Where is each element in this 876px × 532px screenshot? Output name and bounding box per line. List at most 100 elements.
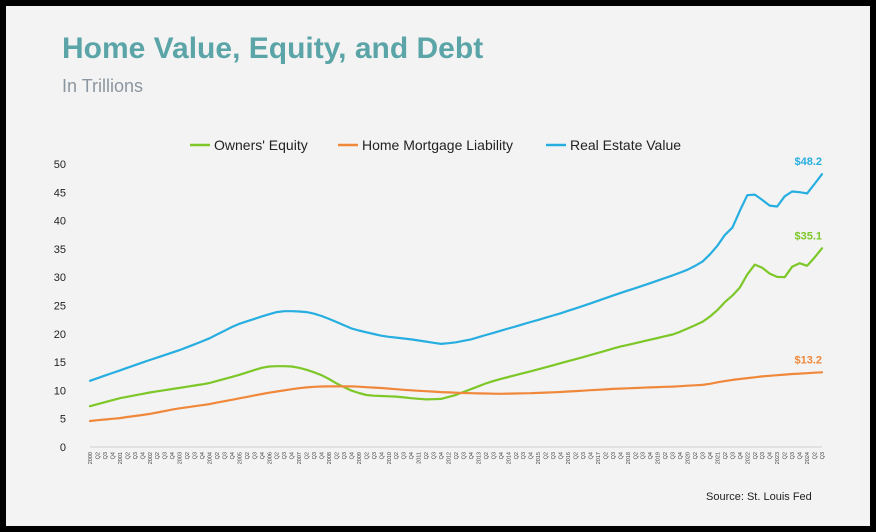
x-tick-label: Q4 [469,452,475,459]
end-value-label-real-estate-value: $48.2 [794,156,822,168]
x-tick-label: Q4 [499,452,505,459]
x-tick-label: Q4 [708,452,714,459]
x-tick-label: 2010 [387,452,393,464]
x-tick-label: Q2 [544,452,550,459]
x-tick-label: Q4 [379,452,385,459]
x-tick-label: Q2 [454,452,460,459]
x-tick-label: Q4 [559,452,565,459]
x-tick-label: Q2 [693,452,699,459]
x-tick-label: 2024 [805,452,811,464]
end-value-label-owners-equity: $35.1 [794,230,822,242]
x-tick-label: Q2 [514,452,520,459]
y-tick-label: 10 [54,385,66,397]
x-tick-label: Q4 [439,452,445,459]
x-tick-label: Q3 [372,452,378,459]
x-tick-label: Q2 [305,452,311,459]
x-tick-label: 2005 [237,452,243,464]
y-tick-label: 0 [60,442,66,454]
x-tick-label: 2019 [656,452,662,464]
y-tick-label: 5 [60,414,66,426]
x-tick-label: Q3 [312,452,318,459]
x-tick-label: Q2 [95,452,101,459]
y-tick-label: 50 [54,159,66,171]
x-tick-label: Q3 [133,452,139,459]
x-tick-label: 2003 [178,452,184,464]
chart-frame: Home Value, Equity, and Debt In Trillion… [6,6,870,526]
x-tick-label: Q3 [611,452,617,459]
x-tick-label: Q3 [760,452,766,459]
x-tick-label: Q2 [723,452,729,459]
x-tick-label: Q4 [529,452,535,459]
x-tick-label: Q3 [641,452,647,459]
x-tick-label: Q3 [521,452,527,459]
x-tick-label: Q2 [275,452,281,459]
x-tick-label: Q3 [730,452,736,459]
chart-title: Home Value, Equity, and Debt [62,32,484,65]
x-tick-label: 2007 [297,452,303,464]
x-tick-label: Q4 [648,452,654,459]
x-tick-label: Q3 [222,452,228,459]
x-tick-label: Q2 [185,452,191,459]
x-tick-label: 2004 [208,452,214,464]
x-tick-label: Q3 [252,452,258,459]
x-tick-label: Q3 [461,452,467,459]
x-tick-label: Q3 [342,452,348,459]
x-tick-label: Q3 [432,452,438,459]
x-tick-label: 2012 [447,452,453,464]
x-tick-label: Q4 [409,452,415,459]
x-tick-label: Q4 [230,452,236,459]
x-tick-label: 2021 [715,452,721,464]
legend-label-home-mortgage-liability: Home Mortgage Liability [362,137,513,153]
y-tick-label: 30 [54,272,66,284]
x-tick-label: Q2 [245,452,251,459]
series-line-owners-equity [88,247,824,408]
x-tick-label: Q2 [813,452,819,459]
x-tick-label: Q4 [768,452,774,459]
y-tick-label: 35 [54,244,66,256]
y-tick-label: 20 [54,329,66,341]
x-tick-label: Q4 [320,452,326,459]
x-tick-label: 2016 [566,452,572,464]
x-tick-label: 2014 [506,452,512,464]
x-tick-label: Q2 [783,452,789,459]
x-tick-label: Q4 [260,452,266,459]
x-tick-label: Q3 [193,452,199,459]
x-tick-label: Q4 [110,452,116,459]
x-tick-label: Q2 [753,452,759,459]
legend-label-real-estate-value: Real Estate Value [570,137,681,153]
x-tick-label: Q4 [290,452,296,459]
x-tick-label: 2013 [476,452,482,464]
x-tick-label: Q2 [334,452,340,459]
series-line-home-mortgage-liability [88,371,824,423]
x-tick-label: Q3 [402,452,408,459]
x-tick-label: 2011 [417,452,423,464]
x-tick-label: 2022 [745,452,751,464]
x-tick-label: Q2 [364,452,370,459]
x-tick-label: Q2 [484,452,490,459]
x-tick-label: Q2 [125,452,131,459]
x-tick-label: Q4 [738,452,744,459]
x-tick-label: Q2 [603,452,609,459]
x-tick-label: Q4 [618,452,624,459]
y-tick-label: 25 [54,301,66,313]
x-tick-label: Q4 [200,452,206,459]
x-tick-label: Q3 [163,452,169,459]
end-value-label-home-mortgage-liability: $13.2 [794,354,822,366]
x-tick-label: Q4 [170,452,176,459]
x-tick-label: 2023 [775,452,781,464]
x-tick-label: Q3 [581,452,587,459]
x-tick-label: 2001 [118,452,124,464]
x-tick-label: 2018 [626,452,632,464]
x-tick-label: 2006 [267,452,273,464]
x-tick-label: Q2 [574,452,580,459]
y-tick-label: 45 [54,187,66,199]
x-tick-label: Q2 [155,452,161,459]
x-tick-label: 2017 [596,452,602,464]
x-tick-label: Q3 [282,452,288,459]
x-tick-label: Q2 [215,452,221,459]
x-tick-label: Q4 [798,452,804,459]
x-tick-label: Q3 [671,452,677,459]
y-tick-label: 15 [54,357,66,369]
x-tick-label: Q4 [140,452,146,459]
